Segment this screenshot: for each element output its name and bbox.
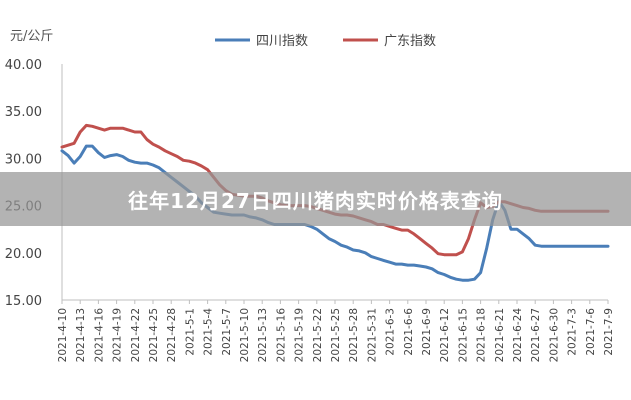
y-tick-label: 30.00 xyxy=(5,152,42,167)
x-tick-label: 2021-7-9 xyxy=(603,308,615,356)
x-tick-label: 2021-4-10 xyxy=(57,308,69,362)
x-tick-label: 2021-7-3 xyxy=(567,308,579,356)
x-tick-label: 2021-6-3 xyxy=(385,308,397,356)
x-tick-label: 2021-6-12 xyxy=(439,308,451,362)
y-tick-label: 35.00 xyxy=(5,105,42,120)
x-tick-label: 2021-5-7 xyxy=(221,308,233,356)
x-tick-label: 2021-5-10 xyxy=(239,308,251,362)
title-banner: 往年12月27日四川猪肉实时价格表查询 xyxy=(0,172,631,226)
x-tick-label: 2021-5-13 xyxy=(257,308,269,362)
x-tick-label: 2021-5-19 xyxy=(294,308,306,362)
x-tick-label: 2021-4-16 xyxy=(93,308,105,363)
legend: 四川指数 广东指数 xyxy=(215,34,436,49)
x-tick-label: 2021-4-25 xyxy=(148,308,160,362)
legend-label-guangdong: 广东指数 xyxy=(384,34,436,49)
y-tick-label: 15.00 xyxy=(5,294,42,309)
x-tick-label: 2021-5-25 xyxy=(330,308,342,362)
x-tick-label: 2021-6-6 xyxy=(403,308,415,356)
banner-title: 往年12月27日四川猪肉实时价格表查询 xyxy=(128,188,503,213)
x-tick-label: 2021-6-30 xyxy=(548,308,560,362)
x-tick-label: 2021-5-31 xyxy=(366,308,378,362)
x-tick-label: 2021-6-24 xyxy=(512,308,524,363)
x-tick-label: 2021-6-9 xyxy=(421,308,433,356)
series-line-sichuan xyxy=(60,144,610,282)
x-tick-label: 2021-7-6 xyxy=(585,308,597,356)
x-tick-label: 2021-6-18 xyxy=(476,308,488,362)
x-tick-label: 2021-4-22 xyxy=(130,308,142,362)
x-tick-label: 2021-5-1 xyxy=(184,308,196,356)
x-tick-labels: 2021-4-10 2021-4-13 2021-4-16 2021-4-19 2021… xyxy=(57,300,615,362)
legend-label-sichuan: 四川指数 xyxy=(256,34,308,49)
x-tick-label: 2021-5-22 xyxy=(312,308,324,362)
y-unit-label: 元/公斤 xyxy=(10,29,53,44)
x-tick-label: 2021-5-16 xyxy=(275,308,287,363)
y-tick-label: 20.00 xyxy=(5,247,42,262)
y-tick-label: 40.00 xyxy=(5,58,42,73)
x-tick-label: 2021-6-21 xyxy=(494,308,506,362)
x-tick-label: 2021-6-27 xyxy=(530,308,542,362)
x-tick-label: 2021-4-28 xyxy=(166,308,178,362)
x-tick-label: 2021-4-13 xyxy=(75,308,87,362)
x-tick-label: 2021-4-19 xyxy=(112,308,124,362)
x-tick-label: 2021-5-28 xyxy=(348,308,360,362)
x-tick-label: 2021-6-15 xyxy=(457,308,469,362)
x-tick-label: 2021-5-4 xyxy=(203,308,215,356)
